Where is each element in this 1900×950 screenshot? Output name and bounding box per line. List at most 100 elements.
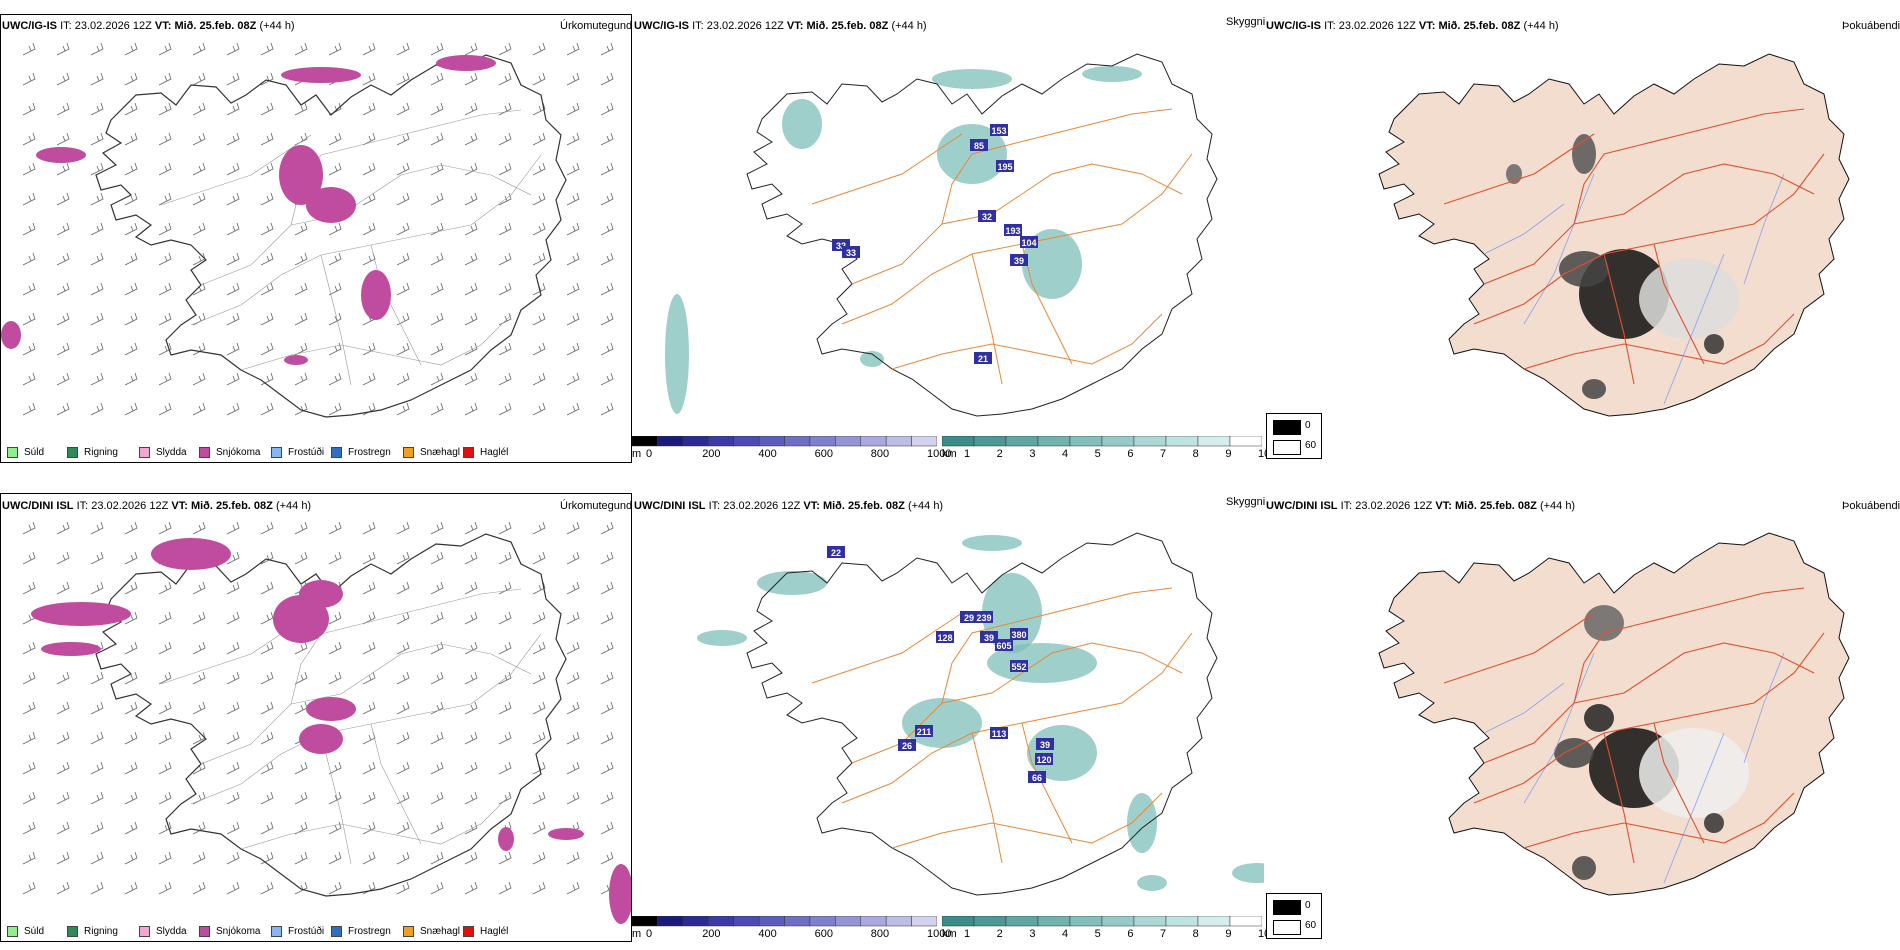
road-segment-4 [1603,253,1635,385]
wind-barb [464,851,478,865]
wind-barb [192,731,206,745]
wind-barb [532,372,546,386]
ceiling-label: 120 [1036,755,1051,765]
wind-barb [362,42,376,56]
legend-label: Snjókoma [216,926,261,937]
wind-barb [430,312,444,326]
wind-barb [260,761,274,775]
wind-barb [396,821,410,835]
colorbar-bin [942,436,975,447]
colorbar-bin [1069,916,1103,927]
road-segment-1 [851,587,1173,764]
wind-barb [226,222,240,236]
wind-barb [260,611,274,625]
wind-barb [430,42,444,56]
legend-item: Snæhagl [403,447,463,458]
fog-area [1639,728,1749,818]
wind-barb [532,671,546,685]
wind-barb [158,701,172,715]
wind-barb [430,192,444,206]
wind-barb [600,821,614,835]
wind-barb [226,701,240,715]
wind-barb [260,72,274,86]
colorbar-bin [657,916,684,927]
ceiling-cell [827,546,845,558]
ceiling-label: 33 [846,248,856,258]
legend-swatch [403,447,414,458]
title-precip-bottom: Úrkomutegund [560,500,633,512]
wind-barb [566,312,580,326]
wind-barb [362,641,376,655]
ceiling-cell [1004,224,1022,236]
rivers [1483,173,1785,405]
wind-barb [56,192,70,206]
wind-barb [328,282,342,296]
legend-item: Slydda [139,926,199,937]
wind-barb [90,72,104,86]
low-visibility-area [1137,875,1167,891]
wind-barb [192,282,206,296]
ceiling-label: 113 [992,729,1007,739]
colorbar-tick: 600 [814,928,833,940]
colorbar-bin [758,436,785,447]
wind-barb [56,791,70,805]
ceiling-label: 193 [1005,226,1020,236]
wind-barb [22,701,36,715]
colorbar-tick: 0 [646,448,653,460]
wind-barb [260,222,274,236]
wind-barb [192,192,206,206]
wind-barb [396,282,410,296]
wind-barb [56,851,70,865]
wind-barb [90,851,104,865]
wind-barb [532,821,546,835]
wind-barb [566,282,580,296]
wind-barb [124,282,138,296]
colorbar-bin [942,916,975,927]
ceiling-cell [974,352,992,364]
wind-barb [226,881,240,895]
colorbar-bin [973,436,1007,447]
snow-area [1,321,21,349]
wind-barb [22,42,36,56]
ceiling-label: 104 [1021,238,1036,248]
snow-area [279,145,323,205]
wind-barb [600,192,614,206]
wind-barb [566,581,580,595]
wind-barb [260,372,274,386]
iceland-outline [95,54,567,418]
road-segment-5 [811,612,963,684]
wind-barb [22,581,36,595]
wind-barb [464,372,478,386]
wind-barb [362,821,376,835]
wind-barb [430,521,444,535]
wind-barb [22,102,36,116]
wind-barb [600,791,614,805]
legend-swatch [199,926,210,937]
wind-barb [566,132,580,146]
road-network [811,587,1193,864]
wind-barb [90,821,104,835]
wind-barb [328,132,342,146]
wind-barb [328,821,342,835]
wind-barb [158,881,172,895]
wind-barb [22,791,36,805]
wind-barb [498,132,512,146]
wind-barb [430,102,444,116]
wind-barb [124,372,138,386]
ceiling-cell [996,160,1014,172]
wind-barb [226,132,240,146]
legend-item: Haglél [463,926,523,937]
fog-panel-bottom [1264,493,1900,942]
low-visibility-area [987,643,1097,683]
wind-barb [124,312,138,326]
title-visibility-top: Skyggni [1226,16,1266,28]
fog-legend-black [1273,900,1301,915]
road-segment-3 [1573,642,1815,704]
wind-barb [566,342,580,356]
snow-area [284,355,308,365]
wind-barb [532,402,546,416]
wind-barb [566,671,580,685]
precip-map-bottom [22,521,631,924]
colorbar-tick: 8 [1192,928,1199,940]
